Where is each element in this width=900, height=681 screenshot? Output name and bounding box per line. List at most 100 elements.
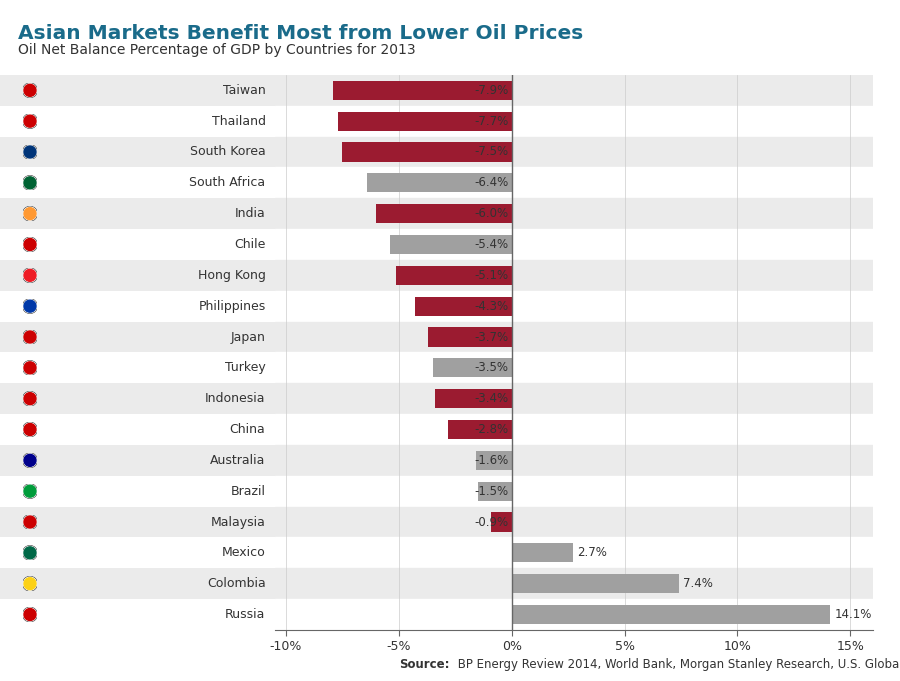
Bar	[433, 358, 511, 377]
Bar	[376, 204, 511, 223]
Text: -1.6%: -1.6%	[474, 454, 508, 467]
Bar	[274, 537, 873, 568]
Text: -7.5%: -7.5%	[474, 146, 508, 159]
Text: -3.4%: -3.4%	[474, 392, 508, 405]
Text: -6.4%: -6.4%	[474, 176, 508, 189]
Text: -5.4%: -5.4%	[474, 238, 508, 251]
Text: Australia: Australia	[210, 454, 266, 467]
Circle shape	[24, 238, 36, 251]
Bar	[478, 481, 511, 501]
Bar	[274, 137, 873, 168]
Text: Brazil: Brazil	[230, 485, 266, 498]
Circle shape	[24, 331, 36, 343]
Bar	[274, 568, 873, 599]
Circle shape	[22, 114, 37, 128]
Text: Colombia: Colombia	[207, 577, 266, 590]
Text: South Korea: South Korea	[190, 146, 266, 159]
Circle shape	[23, 546, 37, 559]
Bar	[274, 260, 873, 291]
Circle shape	[22, 392, 37, 406]
Circle shape	[23, 207, 37, 220]
Bar	[428, 328, 511, 347]
Bar	[274, 106, 873, 137]
Text: Thailand: Thailand	[212, 114, 266, 127]
Text: -1.5%: -1.5%	[474, 485, 508, 498]
Circle shape	[23, 176, 37, 189]
Text: South Africa: South Africa	[189, 176, 266, 189]
Bar	[274, 445, 873, 476]
Text: -3.7%: -3.7%	[474, 330, 508, 343]
Circle shape	[23, 114, 37, 128]
Circle shape	[22, 361, 37, 375]
Bar	[274, 229, 873, 260]
Circle shape	[24, 300, 36, 312]
Bar	[274, 507, 873, 537]
Bar	[342, 142, 511, 161]
Circle shape	[24, 115, 36, 127]
Circle shape	[22, 422, 37, 437]
Circle shape	[22, 145, 37, 159]
Circle shape	[23, 577, 37, 590]
Text: -3.5%: -3.5%	[474, 362, 508, 375]
Circle shape	[24, 393, 36, 405]
Bar	[274, 476, 873, 507]
Bar	[274, 75, 873, 106]
Circle shape	[24, 516, 36, 528]
Bar	[274, 353, 873, 383]
Text: Asian Markets Benefit Most from Lower Oil Prices: Asian Markets Benefit Most from Lower Oi…	[18, 24, 583, 43]
Text: Chile: Chile	[234, 238, 266, 251]
Text: 14.1%: 14.1%	[834, 608, 872, 621]
Bar	[448, 420, 511, 439]
Bar	[338, 112, 511, 131]
Text: Taiwan: Taiwan	[223, 84, 266, 97]
Bar	[397, 266, 511, 285]
Bar	[274, 168, 873, 198]
Circle shape	[22, 299, 37, 313]
Circle shape	[24, 609, 36, 620]
Bar	[511, 543, 572, 563]
Text: Turkey: Turkey	[225, 362, 266, 375]
Circle shape	[24, 424, 36, 435]
Circle shape	[23, 269, 37, 282]
Circle shape	[23, 330, 37, 344]
Circle shape	[22, 206, 37, 221]
Circle shape	[23, 516, 37, 528]
Text: Japan: Japan	[230, 330, 266, 343]
Circle shape	[24, 84, 36, 96]
Bar	[511, 574, 679, 593]
Bar	[475, 451, 511, 470]
Circle shape	[22, 454, 37, 467]
Bar	[435, 389, 511, 408]
Circle shape	[23, 361, 37, 375]
Text: 2.7%: 2.7%	[577, 546, 607, 559]
Text: India: India	[235, 207, 266, 220]
Circle shape	[24, 270, 36, 281]
Bar	[333, 81, 511, 100]
Circle shape	[24, 177, 36, 189]
Circle shape	[22, 268, 37, 283]
Text: China: China	[230, 423, 266, 436]
Circle shape	[24, 208, 36, 220]
Circle shape	[23, 608, 37, 621]
Text: Mexico: Mexico	[221, 546, 266, 559]
Circle shape	[22, 330, 37, 344]
Text: Indonesia: Indonesia	[205, 392, 266, 405]
Text: Philippines: Philippines	[198, 300, 266, 313]
Circle shape	[23, 392, 37, 405]
Bar	[390, 235, 511, 254]
Bar	[274, 321, 873, 353]
Circle shape	[23, 84, 37, 97]
Circle shape	[24, 577, 36, 590]
Circle shape	[22, 545, 37, 560]
Circle shape	[22, 515, 37, 529]
Bar	[274, 291, 873, 321]
Bar	[274, 383, 873, 414]
Circle shape	[24, 454, 36, 466]
Circle shape	[23, 146, 37, 159]
Text: -7.9%: -7.9%	[474, 84, 508, 97]
Circle shape	[23, 300, 37, 313]
Bar	[491, 512, 511, 532]
Bar	[511, 605, 830, 624]
Text: BP Energy Review 2014, World Bank, Morgan Stanley Research, U.S. Global Investor: BP Energy Review 2014, World Bank, Morga…	[454, 658, 900, 671]
Circle shape	[24, 146, 36, 158]
